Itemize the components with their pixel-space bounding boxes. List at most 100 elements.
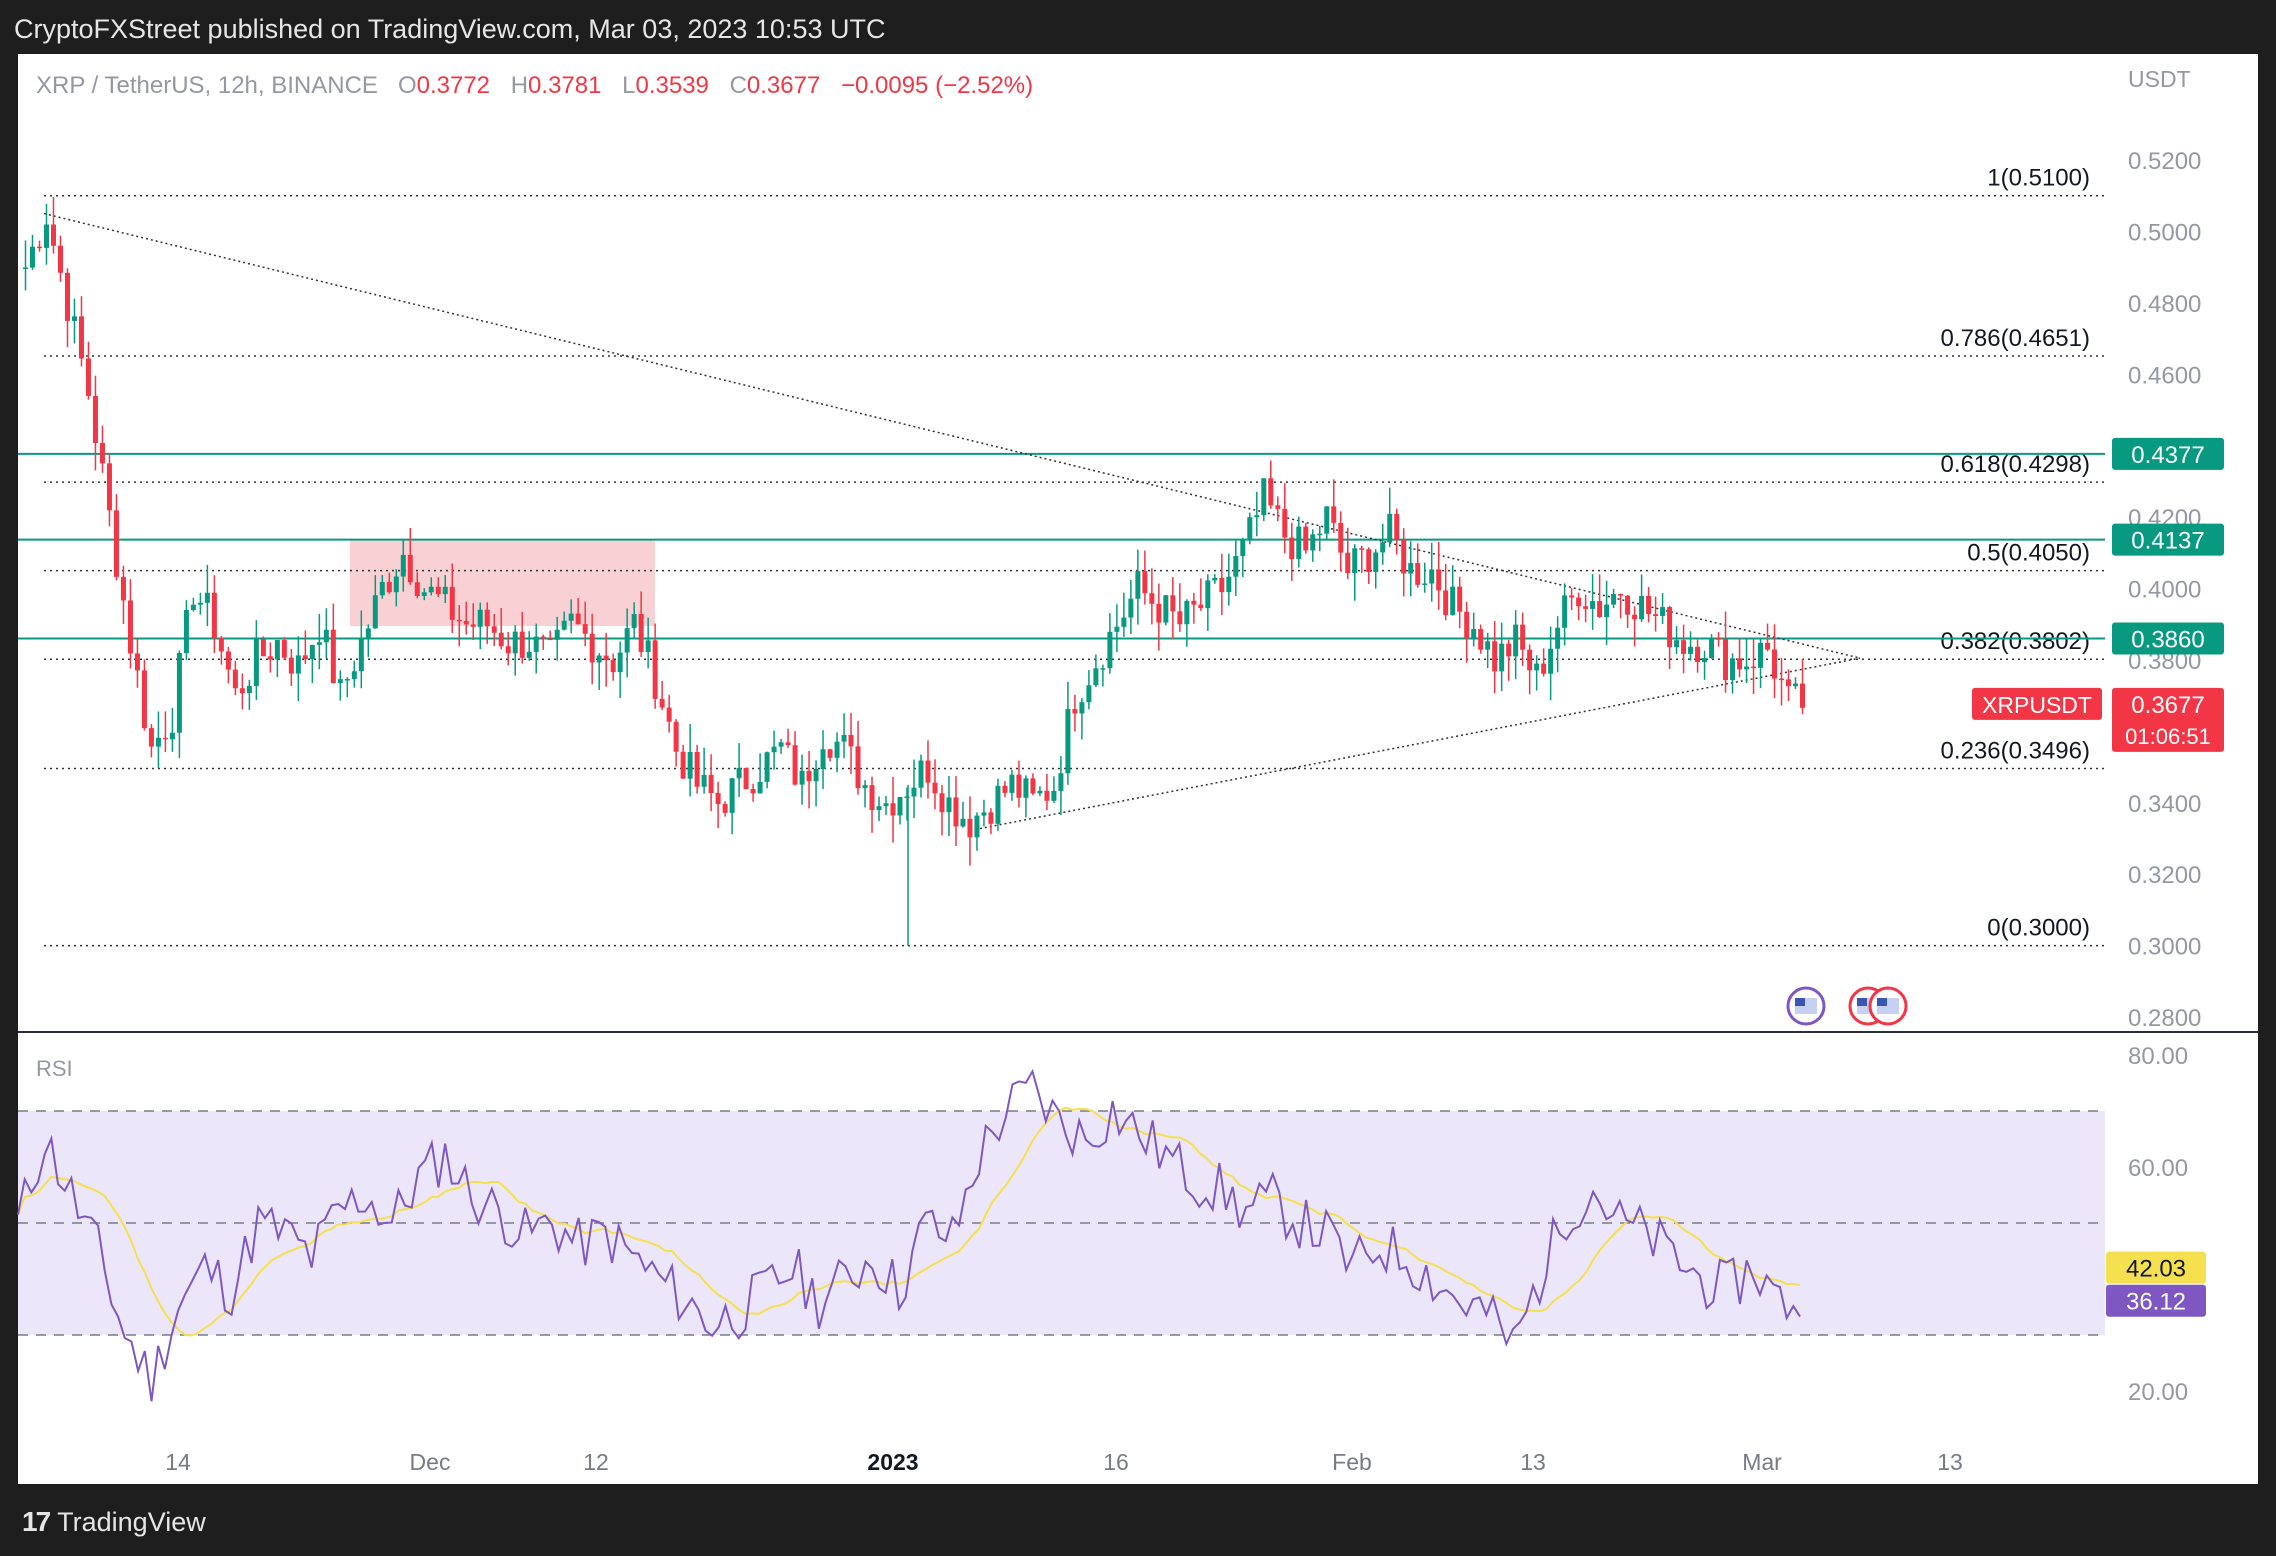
rsi-tag — [2106, 1284, 2206, 1317]
candle-body — [1121, 617, 1127, 627]
candle-body — [1723, 638, 1729, 681]
candle-body — [1478, 628, 1484, 650]
tradingview-logo[interactable]: 17 TradingView — [22, 1506, 206, 1538]
candle-body — [1086, 685, 1092, 703]
candle-body — [701, 774, 707, 787]
candle-body — [820, 749, 826, 770]
candle-body — [1163, 595, 1169, 623]
candle-body — [1352, 548, 1358, 574]
candle-body — [1093, 668, 1099, 686]
time-tick: Mar — [1742, 1449, 1782, 1475]
time-tick: 13 — [1520, 1449, 1546, 1475]
candle-body — [225, 651, 231, 670]
candle-body — [365, 628, 371, 638]
candle-body — [183, 610, 189, 654]
candle-body — [197, 602, 203, 605]
candle-body — [1289, 537, 1295, 560]
candle-body — [1751, 666, 1757, 669]
candle-body — [1520, 624, 1526, 650]
price-tick: 0.3000 — [2128, 934, 2201, 961]
candle-body — [435, 586, 441, 595]
candle-body — [1737, 658, 1743, 670]
candle-body — [358, 637, 364, 672]
candle-body — [344, 679, 350, 681]
candle-body — [1401, 540, 1407, 574]
candle-body — [218, 637, 224, 652]
candle-body — [995, 785, 1001, 824]
candle-body — [1492, 641, 1498, 672]
candle-body — [883, 803, 889, 807]
candle-body — [1324, 506, 1330, 534]
candle-body — [785, 742, 791, 746]
candle-body — [722, 804, 728, 813]
candle-body — [442, 586, 448, 595]
open-label: O — [397, 72, 417, 99]
candle-body — [1205, 580, 1211, 609]
fib-level-label: 0.618(0.4298) — [1941, 451, 2090, 478]
candle-body — [1772, 649, 1778, 679]
candle-body — [575, 613, 581, 625]
candle-body — [1590, 601, 1596, 609]
candle-body — [1422, 583, 1428, 585]
candle-body — [1688, 646, 1694, 654]
candle-body — [148, 728, 154, 747]
candle-body — [428, 586, 434, 593]
fib-level-label: 0.236(0.3496) — [1941, 737, 2090, 764]
candle-body — [897, 797, 903, 816]
flag-canton-icon — [1877, 998, 1887, 1006]
candle-body — [617, 652, 623, 673]
candle-body — [1695, 646, 1701, 663]
candle-body — [953, 797, 959, 827]
candle-body — [1044, 790, 1050, 801]
fib-level-label: 0(0.3000) — [1987, 915, 2090, 942]
time-tick: 2023 — [867, 1449, 918, 1475]
candle-body — [512, 631, 518, 654]
candle-body — [743, 767, 749, 790]
candle-body — [603, 655, 609, 661]
price-tick: 0.4800 — [2128, 291, 2201, 318]
rsi-tick: 80.00 — [2128, 1043, 2188, 1070]
candle-body — [1331, 506, 1337, 523]
candle-body — [78, 316, 84, 359]
countdown-text: 01:06:51 — [2125, 724, 2211, 749]
ascending-trendline — [974, 657, 1861, 831]
candle-body — [1275, 505, 1281, 509]
candle-body — [1541, 663, 1547, 674]
candle-body — [323, 629, 329, 643]
candle-body — [1506, 643, 1512, 657]
candle-body — [1079, 702, 1085, 714]
descending-trendline — [43, 212, 1861, 659]
candle-body — [1653, 614, 1659, 616]
flag-canton-icon — [1795, 998, 1805, 1006]
high-label: H — [510, 72, 529, 99]
candle-body — [939, 793, 945, 813]
candle-body — [1639, 596, 1645, 620]
tv-logo-icon: 17 — [22, 1506, 51, 1537]
candle-body — [1233, 556, 1239, 577]
fib-level-label: 1(0.5100) — [1987, 165, 2090, 192]
candle-body — [855, 746, 861, 789]
candle-body — [673, 721, 679, 752]
candle-body — [1317, 533, 1323, 536]
candle-body — [1149, 593, 1155, 604]
candle-body — [1779, 678, 1785, 681]
time-tick: Feb — [1332, 1449, 1372, 1475]
candle-body — [1450, 586, 1456, 615]
candle-body — [1583, 606, 1589, 609]
candle-body — [1674, 640, 1680, 648]
symbol-name: XRP / TetherUS, 12h, BINANCE — [36, 72, 378, 99]
candle-body — [1268, 478, 1274, 506]
change-value: −0.0095 (−2.52%) — [840, 72, 1034, 99]
candle-body — [281, 640, 287, 658]
candle-body — [414, 582, 420, 596]
candle-body — [827, 749, 833, 758]
candle-body — [589, 633, 595, 663]
candle-body — [806, 770, 812, 782]
candle-body — [1597, 601, 1603, 618]
candle-body — [393, 576, 399, 593]
time-tick: 13 — [1937, 1449, 1963, 1475]
candle-body — [1625, 595, 1631, 615]
candle-body — [1800, 683, 1805, 708]
candle-body — [1618, 594, 1624, 596]
